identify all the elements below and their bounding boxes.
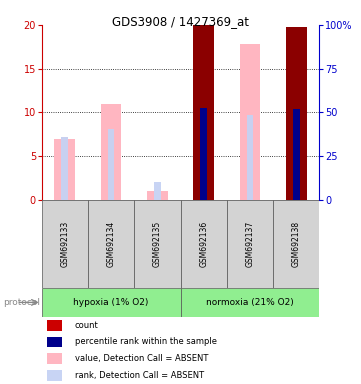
Bar: [180, 200, 227, 288]
Bar: [47, 353, 62, 364]
Text: count: count: [75, 321, 99, 330]
Bar: [293, 109, 300, 200]
Text: GSM692134: GSM692134: [106, 221, 116, 267]
Text: hypoxia (1% O2): hypoxia (1% O2): [73, 298, 149, 307]
Bar: [200, 108, 207, 200]
Bar: [88, 200, 134, 288]
Text: GSM692137: GSM692137: [245, 221, 255, 267]
Text: value, Detection Call = ABSENT: value, Detection Call = ABSENT: [75, 354, 208, 363]
Bar: [42, 200, 88, 288]
Bar: [286, 27, 307, 200]
Bar: [147, 191, 168, 200]
Text: GSM692135: GSM692135: [153, 221, 162, 267]
Bar: [240, 44, 260, 200]
Bar: [61, 137, 68, 200]
Text: GDS3908 / 1427369_at: GDS3908 / 1427369_at: [112, 15, 249, 28]
Bar: [42, 288, 180, 317]
Text: GSM692136: GSM692136: [199, 221, 208, 267]
Bar: [193, 25, 214, 200]
Bar: [154, 182, 161, 200]
Bar: [54, 139, 75, 200]
Bar: [47, 337, 62, 348]
Bar: [227, 200, 273, 288]
Text: GSM692138: GSM692138: [292, 221, 301, 267]
Text: GSM692133: GSM692133: [60, 221, 69, 267]
Text: rank, Detection Call = ABSENT: rank, Detection Call = ABSENT: [75, 371, 204, 380]
Text: protocol: protocol: [4, 298, 40, 307]
Text: percentile rank within the sample: percentile rank within the sample: [75, 338, 217, 346]
Bar: [180, 288, 319, 317]
Bar: [134, 200, 180, 288]
Bar: [247, 115, 253, 200]
Bar: [47, 320, 62, 331]
Bar: [273, 200, 319, 288]
Bar: [47, 370, 62, 381]
Bar: [101, 104, 121, 200]
Text: normoxia (21% O2): normoxia (21% O2): [206, 298, 294, 307]
Bar: [108, 129, 114, 200]
